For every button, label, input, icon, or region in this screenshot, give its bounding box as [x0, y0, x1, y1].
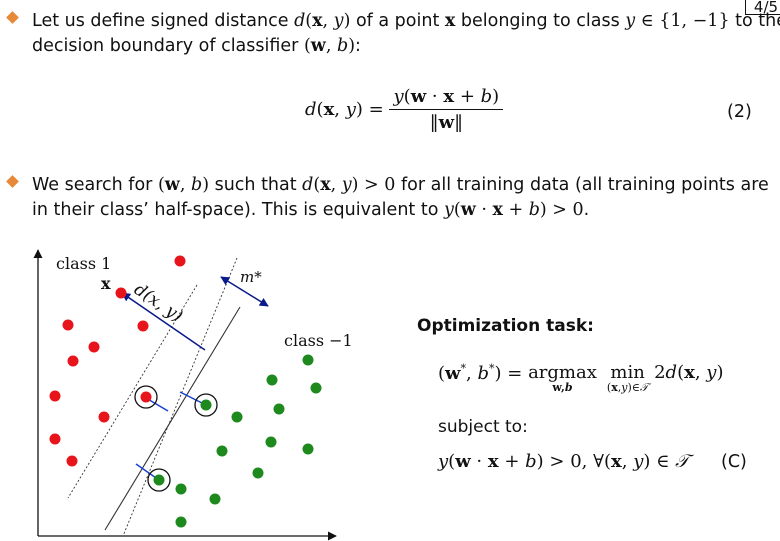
support-vector-rings: [134, 385, 218, 492]
min-subscript: (x,y)∈𝒯: [606, 381, 649, 394]
equation-number: (2): [727, 102, 752, 122]
class1-point: [66, 455, 78, 467]
argmax-operator: argmax: [528, 362, 597, 383]
class1-point: [137, 320, 149, 332]
bullet1-text-b: of a point: [350, 11, 445, 31]
class-neg1-label: class −1: [284, 331, 353, 350]
bullet1-line2: decision boundary of classifier (w, b):: [32, 36, 361, 56]
equation-fraction: y(w · x + b) ‖w‖: [389, 86, 504, 133]
class-neg1-point: [175, 516, 187, 528]
bullet2-text-e: .: [583, 200, 590, 220]
bullet2-line2: in their class’ half-space). This is equ…: [32, 200, 590, 220]
constraint-equation: y(w · x + b) > 0, ∀(x, y) ∈ 𝒯: [438, 451, 689, 472]
constraint-label: (C): [721, 452, 747, 472]
equation-2: d(x, y) = y(w · x + b) ‖w‖: [305, 86, 504, 133]
class1-point: [98, 411, 110, 423]
class-neg1-point: [231, 411, 243, 423]
objective-equation: (w*, b*) = argmax w,b min (x,y)∈𝒯 2d(x, …: [438, 362, 724, 394]
decision-boundary: [104, 306, 241, 531]
distance-symbol: d: [294, 11, 306, 31]
class1-point: [140, 391, 152, 403]
optimization-title: Optimization task:: [417, 316, 594, 336]
support-vector-ring: [134, 385, 158, 409]
subject-to-label: subject to:: [438, 417, 528, 437]
class1-point: [115, 287, 127, 299]
class1-label: class 1: [56, 254, 111, 273]
class-neg1-point: [153, 474, 165, 486]
class1-point: [49, 390, 61, 402]
class1-point: [49, 433, 61, 445]
class1-point: [88, 341, 100, 353]
svm-figure: class 1 class −1 x m* d(x, y): [33, 249, 353, 541]
support-vector-ring: [194, 393, 218, 417]
support-vector-ring: [147, 468, 171, 492]
class-neg1-point: [310, 382, 322, 394]
class-neg1-point: [266, 374, 278, 386]
argmax-subscript: w,b: [552, 381, 573, 394]
distance-arrow: [121, 292, 206, 351]
bullet2-text-d: in their class’ half-space). This is equ…: [32, 200, 444, 220]
bullet1-text-f: :: [355, 36, 361, 56]
bullet2-line1: We search for (w, b) such that d(x, y) >…: [32, 175, 769, 195]
bullet1-text-e: decision boundary of classifier: [32, 36, 304, 56]
margin-line-left: [67, 284, 198, 499]
bullet1-line1: Let us define signed distance d(x, y) of…: [32, 9, 780, 33]
bullet2-text-c: for all training data (all training poin…: [395, 175, 769, 195]
page-number: 4/5: [753, 0, 779, 16]
margin-arrow: [220, 276, 269, 307]
class-neg1-point: [175, 483, 187, 495]
class1-point: [67, 355, 79, 367]
class-neg1-point: [265, 436, 277, 448]
class1-points: [49, 255, 186, 467]
class-neg1-points: [153, 354, 322, 528]
bullet1-text-a: Let us define signed distance: [32, 11, 295, 31]
class-neg1-point: [200, 399, 212, 411]
page-number-box: 4/5: [745, 0, 780, 15]
bullet2-text-b: such that: [209, 175, 303, 195]
x-point-label: x: [101, 274, 111, 293]
class-neg1-point: [216, 445, 228, 457]
class-neg1-point: [302, 354, 314, 366]
bullet2-text-a: We search for: [32, 175, 158, 195]
margin-label: m*: [240, 268, 262, 286]
bullet1-text-c: belonging to class: [455, 11, 626, 31]
bullet1-text-d: to the: [735, 11, 780, 31]
class-neg1-point: [252, 467, 264, 479]
class1-point: [62, 319, 74, 331]
min-operator: min: [610, 362, 645, 383]
class1-point: [174, 255, 186, 267]
distance-label: d(x, y): [130, 280, 186, 327]
class-neg1-point: [273, 403, 285, 415]
class-neg1-point: [302, 443, 314, 455]
class-neg1-point: [209, 493, 221, 505]
